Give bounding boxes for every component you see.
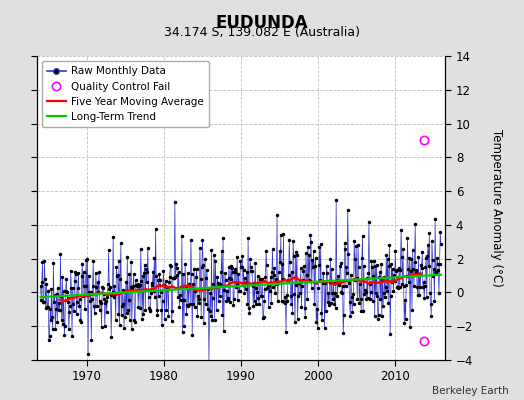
Text: 34.174 S, 139.082 E (Australia): 34.174 S, 139.082 E (Australia) — [164, 26, 360, 39]
Text: Berkeley Earth: Berkeley Earth — [432, 386, 508, 396]
Legend: Raw Monthly Data, Quality Control Fail, Five Year Moving Average, Long-Term Tren: Raw Monthly Data, Quality Control Fail, … — [42, 61, 209, 127]
Text: EUDUNDA: EUDUNDA — [216, 14, 308, 32]
Y-axis label: Temperature Anomaly (°C): Temperature Anomaly (°C) — [490, 129, 503, 287]
